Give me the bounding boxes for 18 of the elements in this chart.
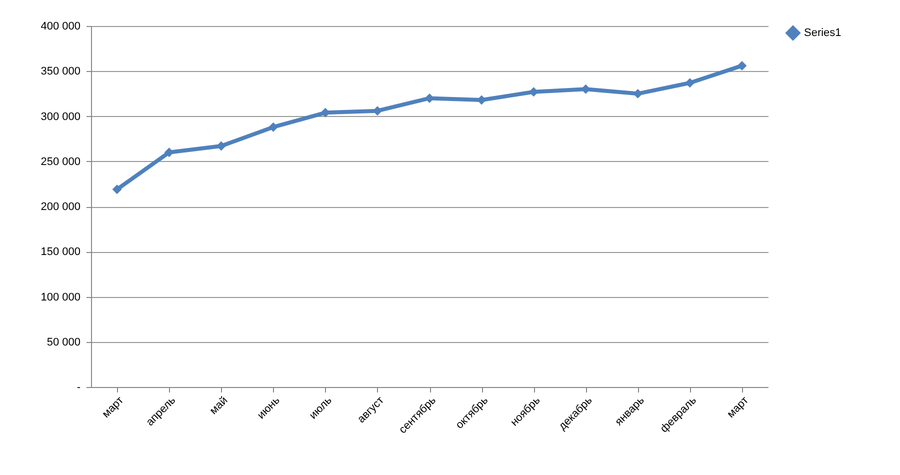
point: [268, 122, 278, 132]
y-tick-label: 100 000: [40, 291, 80, 304]
point: [112, 184, 122, 194]
y-tick-label: 400 000: [40, 20, 80, 32]
point: [685, 78, 695, 88]
legend-label: Series1: [804, 27, 842, 39]
x-tick-label: май: [208, 394, 230, 418]
y-tick-label: 300 000: [40, 110, 80, 123]
y-tick-label: 200 000: [40, 201, 80, 213]
point: [528, 87, 538, 97]
point: [737, 60, 747, 70]
y-tick-label: 150 000: [40, 246, 80, 258]
y-tick-label: 350 000: [40, 66, 80, 78]
y-tick-label: 250 000: [40, 156, 80, 168]
point: [164, 148, 174, 158]
y-tick-label: 50 000: [46, 336, 80, 348]
point: [633, 88, 643, 98]
y-tick-label: -: [76, 382, 81, 394]
